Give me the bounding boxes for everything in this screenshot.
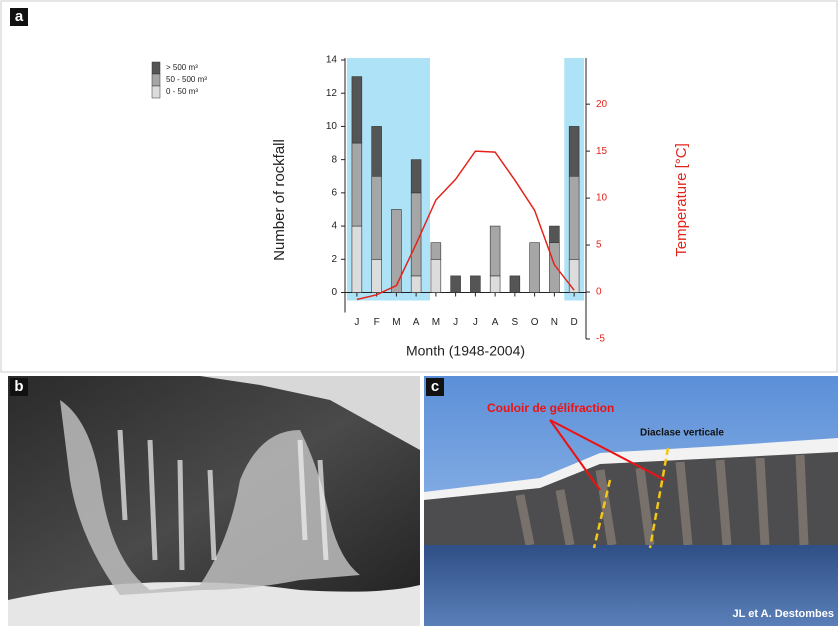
panel-label-box bbox=[10, 378, 28, 396]
bar-segment bbox=[450, 275, 461, 293]
x-tick-label: J bbox=[354, 317, 359, 328]
y2-tick-label: 20 bbox=[596, 99, 608, 110]
y2-tick-label: -5 bbox=[596, 334, 605, 345]
y-tick-label: 8 bbox=[331, 154, 337, 165]
snow-cap bbox=[424, 438, 838, 500]
x-tick-label: D bbox=[571, 317, 578, 328]
annotation: Couloir de gélifraction bbox=[487, 401, 614, 415]
credit: JL et A. Destombes bbox=[733, 608, 834, 620]
panel-label: a bbox=[15, 8, 24, 25]
annotation: Diaclase verticale bbox=[640, 428, 724, 439]
fracture-line bbox=[648, 447, 670, 549]
snow bbox=[8, 582, 420, 626]
legend-label: 0 - 50 m³ bbox=[166, 87, 198, 96]
panel-label-box bbox=[426, 378, 444, 396]
icicles bbox=[117, 429, 329, 571]
bar-segment bbox=[391, 209, 402, 293]
gullies bbox=[515, 454, 809, 546]
temperature-line bbox=[356, 150, 575, 301]
bar-segment bbox=[568, 175, 580, 260]
x-tick-label: M bbox=[432, 317, 440, 328]
photo-b: b bbox=[8, 376, 420, 626]
bar-segment bbox=[549, 225, 560, 243]
bar-segment bbox=[549, 242, 560, 293]
bar-segment bbox=[489, 225, 501, 277]
x-tick-label: N bbox=[551, 317, 558, 328]
legend-swatch bbox=[151, 73, 161, 87]
y-tick-label: 2 bbox=[331, 254, 337, 265]
x-axis-title: Month (1948-2004) bbox=[406, 343, 525, 359]
y-tick-label: 14 bbox=[326, 55, 338, 66]
arrow bbox=[549, 419, 666, 481]
y2-tick-label: 0 bbox=[596, 287, 602, 298]
bar-segment bbox=[351, 76, 363, 144]
legend-label: 50 - 500 m³ bbox=[166, 75, 207, 84]
x-tick-label: M bbox=[392, 317, 400, 328]
panel-label: b bbox=[14, 378, 23, 395]
bar-segment bbox=[568, 126, 580, 177]
x-tick-label: J bbox=[473, 317, 478, 328]
bar-segment bbox=[371, 258, 382, 293]
fracture-line bbox=[592, 479, 612, 549]
legend-label: > 500 m³ bbox=[166, 63, 198, 72]
sky bbox=[200, 376, 420, 450]
chart: 0 2 4 6 8 10 12 14 -5 0 5 10 15 20 J F M A M J J A S O N D Month (… bbox=[151, 55, 690, 359]
y-tick-label: 6 bbox=[331, 187, 337, 198]
y2-axis-title: Temperature [°C] bbox=[673, 143, 690, 257]
x-tick-label: A bbox=[492, 317, 499, 328]
x-tick-label: F bbox=[374, 317, 380, 328]
x-tick-label: O bbox=[531, 317, 539, 328]
bar-segment bbox=[430, 258, 442, 293]
bar-segment bbox=[470, 275, 481, 293]
y2-tick-label: 15 bbox=[596, 146, 608, 157]
y-axis-title: Number of rockfall bbox=[271, 139, 288, 261]
bar-segment bbox=[568, 258, 580, 293]
bar-segment bbox=[529, 242, 540, 293]
bar-segment bbox=[351, 142, 363, 227]
bar-segment bbox=[410, 275, 422, 293]
panel-label: c bbox=[431, 378, 439, 395]
sea bbox=[424, 545, 838, 626]
bar-segment bbox=[430, 242, 442, 260]
arrow bbox=[549, 419, 601, 491]
legend-swatch bbox=[151, 61, 161, 75]
bar-segment bbox=[351, 225, 363, 293]
photo-c: Couloir de gélifraction Diaclase vertica… bbox=[424, 376, 838, 626]
bar-segment bbox=[410, 159, 422, 194]
x-tick-label: A bbox=[413, 317, 420, 328]
y2-tick-label: 10 bbox=[596, 193, 608, 204]
x-tick-label: S bbox=[512, 317, 519, 328]
bar-segment bbox=[410, 192, 422, 277]
y-tick-label: 10 bbox=[326, 121, 338, 132]
bar-segment bbox=[509, 275, 521, 293]
x-tick-label: J bbox=[453, 317, 458, 328]
bar-segment bbox=[371, 126, 382, 177]
y-tick-label: 0 bbox=[331, 287, 337, 298]
y-tick-label: 12 bbox=[326, 88, 338, 99]
legend-swatch bbox=[151, 85, 161, 99]
bar-segment bbox=[489, 275, 501, 293]
y-tick-label: 4 bbox=[331, 221, 337, 232]
bar-segment bbox=[371, 175, 382, 260]
panel-label-box bbox=[10, 8, 28, 26]
icefall bbox=[60, 400, 360, 595]
y2-tick-label: 5 bbox=[596, 240, 602, 251]
